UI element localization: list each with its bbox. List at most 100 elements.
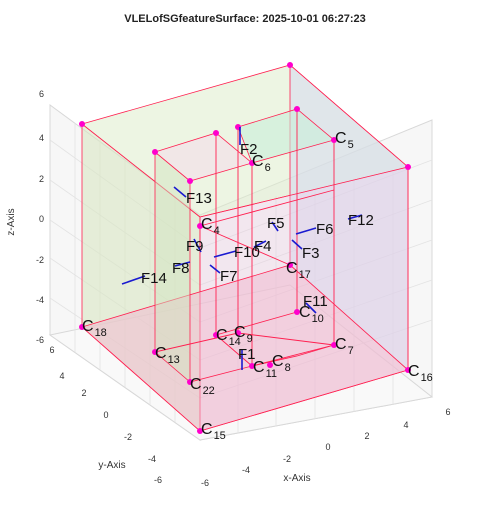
vertex — [187, 178, 193, 184]
corner-label-6: C6 — [252, 153, 271, 174]
corner-label-10: C10 — [299, 304, 324, 325]
edge — [199, 189, 335, 227]
vertices — [79, 62, 411, 434]
y-axis-label: y-Axis — [98, 460, 125, 471]
y-tick: 6 — [49, 345, 54, 355]
y-tick: -6 — [154, 475, 162, 485]
normal-f12 — [347, 214, 363, 220]
face-labels: F1 F2 F3 F4 F5 F6 F7 F8 F9 F10 F11 F12 F… — [141, 141, 374, 363]
y-tick: -2 — [124, 432, 132, 442]
face-label-f4: F4 — [254, 238, 272, 255]
corner-label-14: C14 — [216, 327, 241, 348]
normal-f4 — [253, 240, 267, 248]
face-label-f2: F2 — [240, 141, 258, 158]
y-tick: 2 — [81, 388, 86, 398]
vertex — [405, 367, 411, 373]
vertex — [79, 324, 85, 330]
vertex — [187, 379, 193, 385]
vertex — [294, 106, 300, 112]
chart-title: VLELofSGfeatureSurface: 2025-10-01 06:27… — [124, 13, 366, 25]
vertex — [294, 309, 300, 315]
face-label-f7: F7 — [220, 268, 238, 285]
normal-f9 — [193, 238, 202, 253]
y-tick: 4 — [59, 371, 64, 381]
normal-f7 — [209, 264, 221, 274]
z-axis: -6 -4 -2 0 2 4 6 z-Axis — [6, 89, 44, 345]
vertex — [249, 160, 255, 166]
vertex — [267, 362, 273, 368]
corner-label-15: C15 — [201, 421, 226, 442]
corner-label-16: C16 — [408, 363, 433, 384]
x-axis-label: x-Axis — [283, 473, 310, 484]
x-tick: -4 — [242, 465, 250, 475]
x-tick: -6 — [201, 478, 209, 488]
face-label-f13: F13 — [186, 190, 212, 207]
y-axis: -6 -4 -2 0 2 4 6 y-Axis — [49, 345, 162, 485]
corner-label-7: C7 — [335, 336, 354, 357]
face-normals — [121, 127, 363, 370]
x-axis: -6 -4 -2 0 2 4 6 x-Axis — [201, 407, 451, 488]
face-label-f8: F8 — [172, 260, 190, 277]
corner-label-13: C13 — [155, 345, 180, 366]
normal-f11 — [305, 302, 317, 314]
vertex — [197, 428, 203, 434]
face-label-f11: F11 — [303, 293, 328, 310]
vertex — [79, 121, 85, 127]
x-tick: 2 — [364, 431, 369, 441]
face-label-f5: F5 — [267, 215, 285, 232]
x-tick: 6 — [445, 407, 450, 417]
x-tick: 0 — [325, 442, 330, 452]
z-tick: 6 — [39, 89, 44, 99]
edge — [199, 225, 291, 266]
corner-label-11: C11 — [253, 359, 277, 380]
corner-labels: C4 C5 C6 C7 C8 C9 C10 C11 C13 C14 C15 C1… — [82, 130, 433, 442]
z-tick: 2 — [39, 174, 44, 184]
normal-f10 — [213, 250, 237, 258]
vertex — [287, 262, 293, 268]
vertex — [331, 342, 337, 348]
corner-label-18: C18 — [82, 318, 107, 339]
corner-label-22: C22 — [190, 376, 215, 397]
z-tick: -2 — [36, 255, 44, 265]
vertex — [213, 332, 219, 338]
face-label-f9: F9 — [186, 238, 204, 255]
corner-label-17: C17 — [286, 260, 311, 281]
normal-f3 — [291, 239, 303, 250]
z-axis-label: z-Axis — [6, 208, 17, 235]
z-tick: 4 — [39, 133, 44, 143]
corner-label-4: C4 — [201, 216, 220, 237]
x-tick: -2 — [283, 454, 291, 464]
face-label-f12: F12 — [348, 212, 374, 229]
face-label-f1: F1 — [238, 346, 256, 363]
corner-label-8: C8 — [272, 353, 291, 374]
normal-f8 — [174, 261, 191, 267]
vertex — [331, 137, 337, 143]
face-label-f14: F14 — [141, 270, 167, 287]
vertex — [287, 62, 293, 68]
edge — [251, 344, 335, 367]
face-label-f3: F3 — [302, 245, 320, 262]
vertex — [405, 164, 411, 170]
z-tick: -6 — [36, 335, 44, 345]
y-tick: 0 — [103, 410, 108, 420]
normal-f6 — [295, 227, 317, 235]
corner-label-5: C5 — [335, 130, 354, 151]
z-tick: -4 — [36, 295, 44, 305]
face-label-f10: F10 — [234, 244, 260, 261]
vertex — [213, 130, 219, 136]
x-tick: 4 — [403, 420, 408, 430]
corner-label-9: C9 — [234, 324, 253, 345]
edge — [215, 311, 298, 336]
face-label-f6: F6 — [316, 221, 334, 238]
vertex — [249, 363, 255, 369]
vertex — [235, 330, 241, 336]
vertex — [152, 149, 158, 155]
normal-f14 — [121, 275, 146, 285]
normal-f13 — [173, 186, 187, 198]
y-tick: -4 — [148, 454, 156, 464]
z-tick: 0 — [39, 214, 44, 224]
normal-f5 — [271, 221, 279, 232]
vertex — [197, 223, 203, 229]
